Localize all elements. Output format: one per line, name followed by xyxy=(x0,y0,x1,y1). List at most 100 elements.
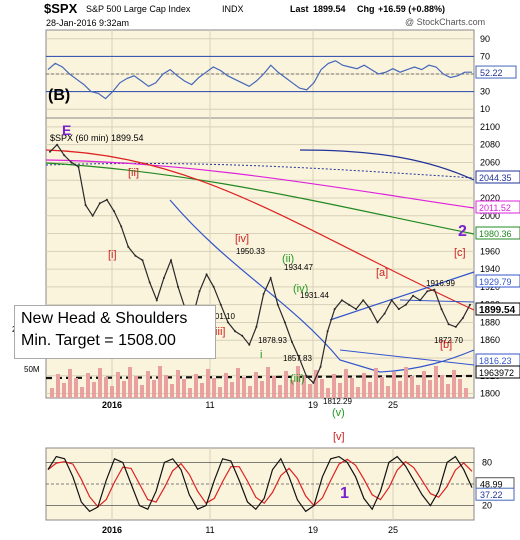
price-point xyxy=(205,273,208,276)
price-point xyxy=(298,357,301,359)
volume-bar xyxy=(218,387,222,398)
annotation-line-2: Min. Target = 1508.00 xyxy=(21,332,176,349)
stoch-value-box xyxy=(475,487,515,501)
volume-bar xyxy=(74,378,78,398)
price-tick-label: 2000 xyxy=(480,211,500,221)
price-label: 1931.44 xyxy=(300,291,329,300)
price-point xyxy=(447,323,450,326)
volume-bar xyxy=(122,381,126,398)
side-value-label: 1980.36 xyxy=(479,229,512,239)
wave-label: (iv) xyxy=(293,283,308,295)
datetime-label: 28-Jan-2016 9:32am xyxy=(46,18,130,28)
stoch-panel xyxy=(45,447,475,521)
price-point xyxy=(248,343,251,346)
channel-line-2 xyxy=(339,349,475,366)
volume-bar xyxy=(98,368,102,398)
lower-band-line xyxy=(169,199,381,373)
price-point xyxy=(440,308,443,311)
volume-bar xyxy=(332,374,336,398)
volume-bar xyxy=(296,366,300,398)
ma-green-line xyxy=(45,162,475,235)
price-point xyxy=(305,374,308,377)
side-value-label: 1816.23 xyxy=(479,356,512,366)
price-point xyxy=(63,154,66,157)
price-label: 1857.83 xyxy=(283,354,312,363)
price-point xyxy=(454,325,457,328)
rsi-value-box xyxy=(475,65,517,79)
volume-bar xyxy=(242,377,246,398)
price-point xyxy=(91,214,94,217)
price-point xyxy=(234,330,237,333)
x-axis-label: 11 xyxy=(205,525,214,535)
price-point xyxy=(241,334,244,337)
price-point xyxy=(56,143,59,146)
volume-bar xyxy=(314,370,318,398)
price-label: 1878.93 xyxy=(258,336,287,345)
volume-bar xyxy=(458,379,462,398)
side-value-label: 1899.54 xyxy=(479,305,516,316)
price-point xyxy=(84,204,87,207)
volume-bar xyxy=(176,370,180,398)
price-point xyxy=(461,317,464,319)
x-axis-label: 2016 xyxy=(102,525,122,535)
price-point xyxy=(70,161,73,164)
chg-label: Chg xyxy=(357,4,375,14)
price-point xyxy=(120,225,123,228)
price-point xyxy=(348,303,350,306)
wave-label: (iii) xyxy=(290,373,305,385)
price-point xyxy=(177,285,180,288)
stoch-tick-label: 20 xyxy=(482,501,492,511)
volume-bar xyxy=(308,384,312,398)
price-label: 1934.47 xyxy=(284,263,313,272)
volume-bar xyxy=(200,383,204,398)
price-point xyxy=(283,321,286,324)
price-point xyxy=(319,365,322,368)
price-point xyxy=(49,150,51,153)
price-tick-label: 2100 xyxy=(480,122,500,132)
wave-label: 2 xyxy=(458,223,467,240)
volume-bar xyxy=(416,385,420,398)
price-point xyxy=(469,303,471,306)
volume-bar xyxy=(386,386,390,398)
wave-label: [i] xyxy=(108,249,117,261)
price-point xyxy=(155,299,158,302)
symbol-title: $SPX xyxy=(44,1,78,16)
rsi-tick-label: 70 xyxy=(480,51,490,61)
price-label: 1950.33 xyxy=(236,247,265,256)
volume-bar xyxy=(320,379,324,398)
side-value-box xyxy=(475,170,520,184)
volume-bar xyxy=(290,380,294,398)
wave-label: [iv] xyxy=(235,233,249,245)
volume-bar xyxy=(134,376,138,398)
ma-magenta-line xyxy=(45,159,475,209)
volume-bar xyxy=(392,372,396,398)
rsi-tick-label: 90 xyxy=(480,34,490,44)
volume-bar xyxy=(80,387,84,398)
volume-bar xyxy=(68,369,72,398)
price-point xyxy=(383,312,386,315)
price-point xyxy=(433,288,436,291)
x-axis-label: 25 xyxy=(388,400,398,410)
x-axis-label: 11 xyxy=(205,400,214,410)
volume-bar xyxy=(230,382,234,398)
price-tick-label: 2020 xyxy=(480,193,500,203)
volume-bar xyxy=(164,375,168,398)
price-legend: $SPX (60 min) 1899.54 xyxy=(50,133,144,143)
watermark: @ StockCharts.com xyxy=(405,17,486,27)
price-point xyxy=(376,321,379,324)
volume-bar xyxy=(170,384,174,398)
price-point xyxy=(362,299,365,302)
upper-channel-line xyxy=(329,271,475,321)
price-point xyxy=(404,303,407,306)
side-value-label: 2044.35 xyxy=(479,173,512,183)
volume-bar xyxy=(110,386,114,398)
price-tick-label: 2060 xyxy=(480,157,500,167)
volume-tick-label: 50M xyxy=(24,365,40,374)
price-tick-label: 1880 xyxy=(480,317,500,327)
volume-bar xyxy=(380,377,384,398)
ma-navy-dashed xyxy=(45,162,475,179)
volume-bar xyxy=(374,368,378,398)
price-point xyxy=(170,259,172,262)
price-point xyxy=(77,165,80,168)
